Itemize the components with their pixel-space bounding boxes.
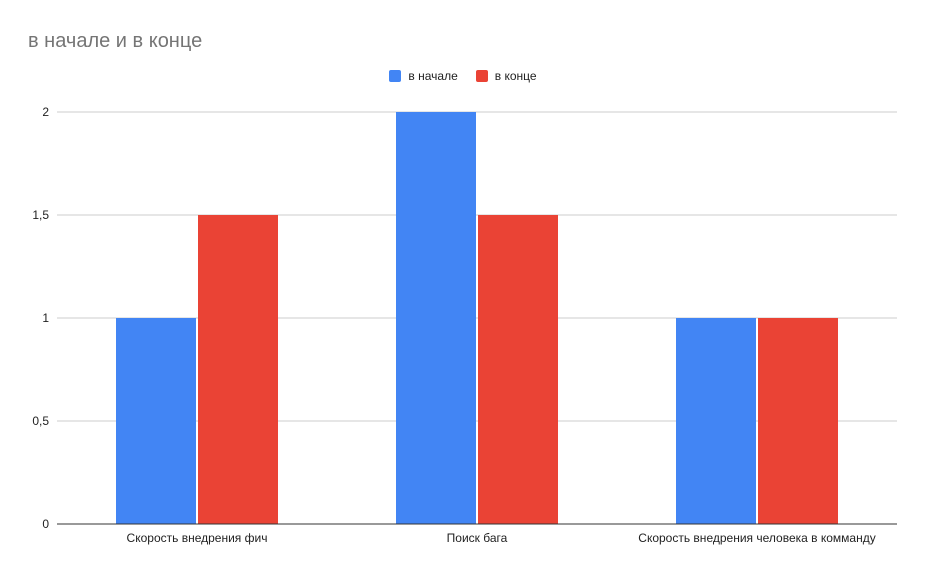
y-tick-label-1: 0,5	[32, 414, 49, 428]
bar-0-series-0	[116, 318, 196, 524]
chart-title: в начале и в конце	[28, 30, 203, 52]
bar-1-series-1	[478, 215, 558, 524]
x-tick-label-0: Скорость внедрения фич	[127, 531, 268, 545]
y-tick-label-0: 0	[42, 517, 49, 531]
legend: в начале в конце	[0, 69, 926, 83]
y-tick-label-2: 1	[42, 311, 49, 325]
x-tick-label-2: Скорость внедрения человека в комманду	[638, 531, 875, 545]
legend-swatch-series-0	[389, 70, 402, 82]
bar-0-series-1	[198, 215, 278, 524]
bar-2-series-1	[758, 318, 838, 524]
bar-1-series-0	[396, 112, 476, 524]
legend-item-series-1[interactable]: в конце	[475, 69, 537, 83]
legend-label-series-1: в конце	[494, 69, 537, 83]
x-tick-label-1: Поиск бага	[447, 531, 508, 545]
y-tick-label-4: 2	[42, 105, 49, 119]
legend-swatch-series-1	[475, 70, 488, 82]
bar-2-series-0	[676, 318, 756, 524]
legend-label-series-0: в начале	[408, 69, 458, 83]
y-tick-label-3: 1,5	[32, 208, 49, 222]
legend-item-series-0[interactable]: в начале	[389, 69, 458, 83]
